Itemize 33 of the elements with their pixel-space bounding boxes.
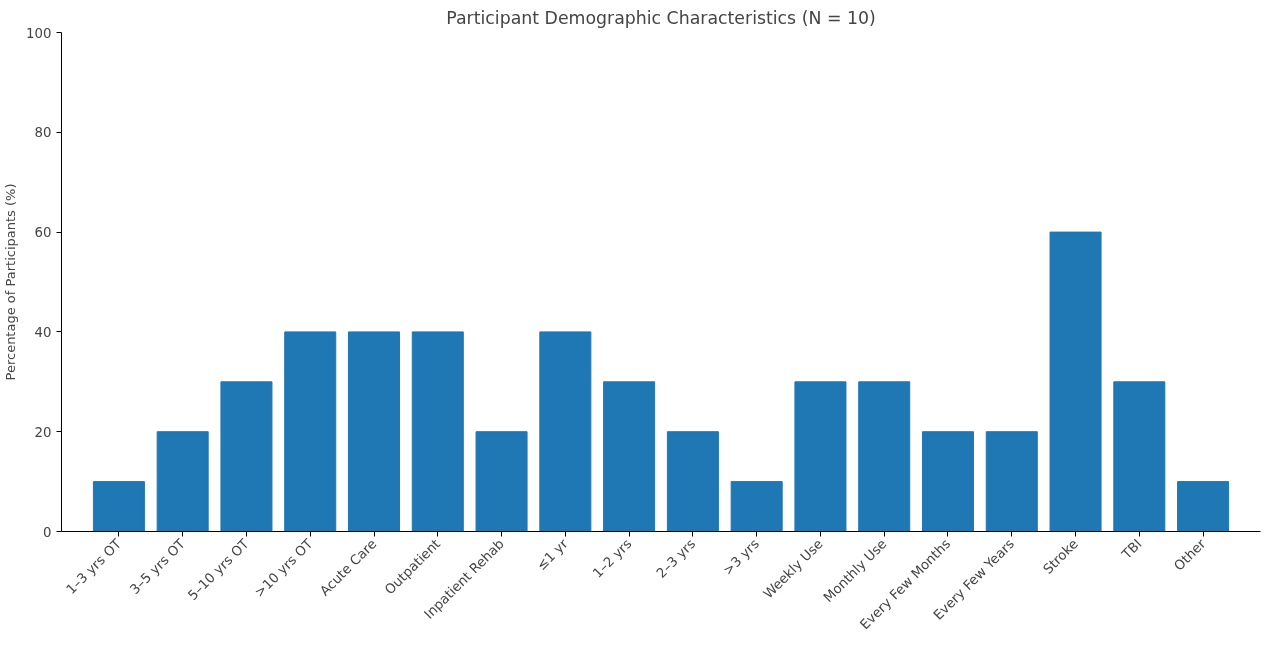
chart-title: Participant Demographic Characteristics (N = 10) [446,7,876,28]
bar [156,431,209,532]
x-tick-label: ≤1 yr [533,535,572,574]
bar [730,481,783,532]
x-tick-label: 1–3 yrs OT [63,535,125,598]
y-tick-label: 0 [43,524,52,540]
x-tick-label: 2–3 yrs [653,536,699,581]
y-tick-label: 40 [34,324,52,340]
bar [858,381,911,532]
bar [985,431,1038,532]
bar [475,431,528,532]
x-tick-label: 3–5 yrs OT [127,535,189,598]
bar [1177,481,1230,532]
bar [1049,231,1102,532]
y-tick-label: 20 [34,424,52,440]
y-axis-title: Percentage of Participants (%) [3,183,19,381]
bar [411,331,464,532]
bar [284,331,337,532]
bar [921,431,975,532]
bar [666,431,719,532]
bar [603,381,656,532]
x-tick-label: TBI [1118,536,1145,563]
bar [794,381,847,532]
bar [92,481,145,532]
bar [220,381,273,532]
bar [347,331,401,532]
y-tick-label: 60 [34,225,52,241]
bar [539,331,592,532]
y-tick-label: 80 [34,125,52,141]
y-tick-label: 100 [26,25,52,41]
x-tick-label: 1–2 yrs [589,536,635,581]
x-tick-label: >3 yrs [720,536,763,579]
bar [1113,381,1166,532]
